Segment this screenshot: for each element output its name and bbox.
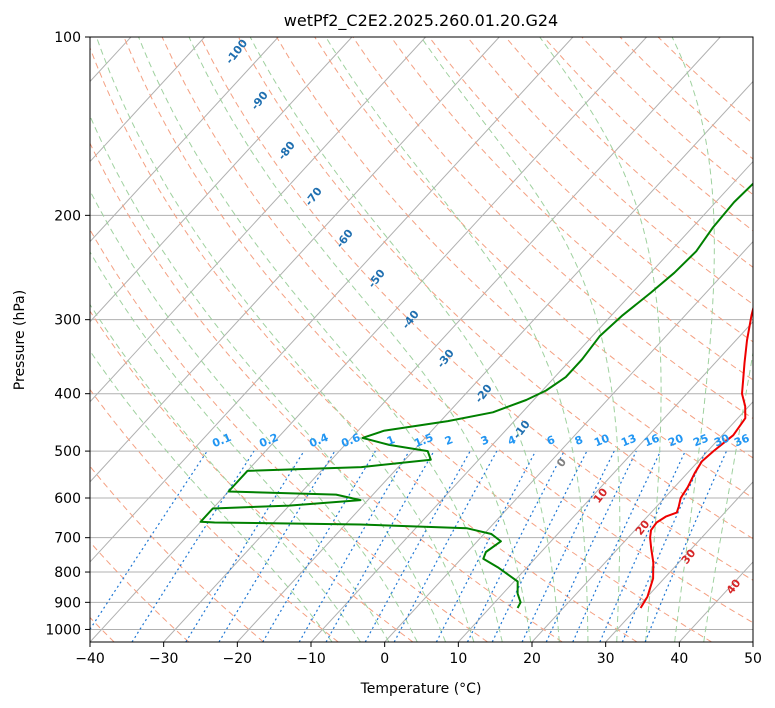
mixing-ratio-label: 1 bbox=[385, 433, 397, 448]
axes: −40 −30 −20 −10 0 10 20 30 40 50 100 200 300 400 500 60… bbox=[45, 30, 762, 667]
moist-adiabat bbox=[539, 37, 662, 642]
moist-adiabat bbox=[90, 189, 418, 642]
x-tick-label: 0 bbox=[380, 651, 389, 667]
x-tick-label: 50 bbox=[744, 651, 762, 667]
dry-adiabat bbox=[123, 37, 712, 642]
dry-adiabat bbox=[90, 46, 638, 642]
dewpoint-profile bbox=[199, 182, 753, 609]
dry-adiabat bbox=[90, 465, 264, 642]
x-tick-label: 30 bbox=[597, 651, 615, 667]
mixing-ratio-label: 3 bbox=[479, 433, 491, 448]
mixing-ratio-line bbox=[364, 450, 471, 642]
moist-adiabat bbox=[671, 37, 715, 642]
y-tick-label: 900 bbox=[54, 595, 81, 611]
mixing-ratio-label: 13 bbox=[619, 432, 638, 450]
mixing-ratio-line bbox=[393, 450, 498, 642]
x-tick-label: 40 bbox=[670, 651, 688, 667]
isotherm-10 bbox=[457, 320, 753, 642]
mixing-ratio-label: 36 bbox=[732, 432, 751, 450]
mixing-ratio-line bbox=[218, 450, 336, 642]
y-tick-label: 500 bbox=[54, 444, 81, 460]
mixing-ratio-line bbox=[466, 450, 565, 642]
dry-adiabat bbox=[90, 228, 488, 642]
x-tick-label: −40 bbox=[75, 651, 105, 667]
isotherm--40 bbox=[90, 37, 647, 642]
mixing-ratio-label: 30 bbox=[712, 432, 731, 450]
mixing-ratio-line bbox=[521, 450, 615, 642]
mixing-ratio-label: 25 bbox=[691, 432, 710, 450]
temperature-profile bbox=[639, 305, 753, 609]
dry-adiabat bbox=[314, 37, 753, 459]
isotherm--30 bbox=[163, 37, 721, 642]
mixing-ratio-line bbox=[435, 450, 537, 642]
mixing-ratio-line bbox=[325, 450, 435, 642]
mixing-ratio-label: 2 bbox=[443, 433, 455, 448]
dry-adiabat bbox=[199, 37, 753, 581]
moist-adiabat bbox=[703, 349, 753, 642]
mixing-ratio-label: 16 bbox=[642, 432, 661, 450]
y-tick-label: 300 bbox=[54, 313, 81, 329]
isotherm--60 bbox=[90, 37, 500, 483]
moist-adiabat bbox=[188, 37, 532, 642]
moist-adiabat bbox=[138, 37, 503, 642]
dry-adiabat bbox=[237, 37, 753, 540]
isotherm-20 bbox=[531, 401, 753, 642]
isotherm-30 bbox=[605, 481, 753, 642]
y-axis-label: Pressure (hPa) bbox=[12, 290, 28, 390]
chart-title: wetPf2_C2E2.2025.260.01.20.G24 bbox=[284, 11, 558, 31]
x-axis-label: Temperature (°C) bbox=[360, 681, 482, 697]
mixing-ratio-line bbox=[644, 450, 728, 642]
moist-adiabat bbox=[325, 37, 589, 642]
moist-adiabat bbox=[90, 250, 390, 642]
isotherm--90 bbox=[90, 37, 279, 243]
dry-adiabat bbox=[390, 37, 753, 381]
mixing-ratio-line bbox=[545, 450, 637, 642]
y-tick-label: 100 bbox=[54, 30, 81, 46]
dry-adiabat bbox=[428, 37, 753, 343]
dry-adiabat bbox=[161, 37, 753, 624]
isotherm--80 bbox=[90, 37, 353, 323]
mixing-ratio-label: 8 bbox=[573, 433, 585, 448]
isotherm--70 bbox=[90, 37, 426, 403]
mixing-ratio-line bbox=[131, 450, 255, 642]
x-tick-label: 10 bbox=[449, 651, 467, 667]
mixing-ratio-label: 20 bbox=[666, 432, 685, 450]
x-tick-label: 20 bbox=[523, 651, 541, 667]
x-tick-label: −30 bbox=[149, 651, 179, 667]
y-tick-label: 1000 bbox=[45, 622, 81, 638]
mixing-ratio-line bbox=[599, 450, 686, 642]
dry-adiabat bbox=[90, 142, 563, 642]
mixing-ratio-line bbox=[572, 450, 662, 642]
dry-adiabat bbox=[352, 37, 753, 420]
dry-adiabat bbox=[90, 541, 190, 642]
plot-frame bbox=[89, 36, 754, 643]
moist-adiabat bbox=[96, 37, 475, 642]
moist-adiabat bbox=[249, 37, 560, 642]
dry-adiabat bbox=[276, 37, 753, 499]
y-tick-label: 800 bbox=[54, 565, 81, 581]
y-tick-label: 700 bbox=[54, 531, 81, 547]
y-tick-label: 600 bbox=[54, 491, 81, 507]
isotherm--20 bbox=[236, 80, 753, 642]
isotherm--50 bbox=[90, 37, 574, 563]
mixing-ratio-line bbox=[262, 450, 376, 642]
y-tick-label: 200 bbox=[54, 208, 81, 224]
mixing-ratio-line bbox=[298, 450, 410, 642]
x-tick-label: −20 bbox=[223, 651, 253, 667]
mixing-ratio-label: 10 bbox=[592, 432, 611, 450]
series-layer bbox=[199, 182, 753, 609]
plot-area bbox=[90, 37, 753, 642]
isotherm--100 bbox=[90, 37, 205, 163]
moist-adiabat bbox=[90, 350, 333, 642]
x-tick-label: −10 bbox=[296, 651, 326, 667]
moist-adiabat bbox=[90, 114, 447, 642]
mixing-ratio-line bbox=[185, 450, 305, 642]
y-tick-label: 400 bbox=[54, 387, 81, 403]
mixing-ratio-line bbox=[621, 450, 707, 642]
mixing-ratio-line bbox=[90, 450, 208, 631]
isotherm-0 bbox=[384, 240, 753, 642]
mixing-ratio-line bbox=[491, 450, 588, 642]
